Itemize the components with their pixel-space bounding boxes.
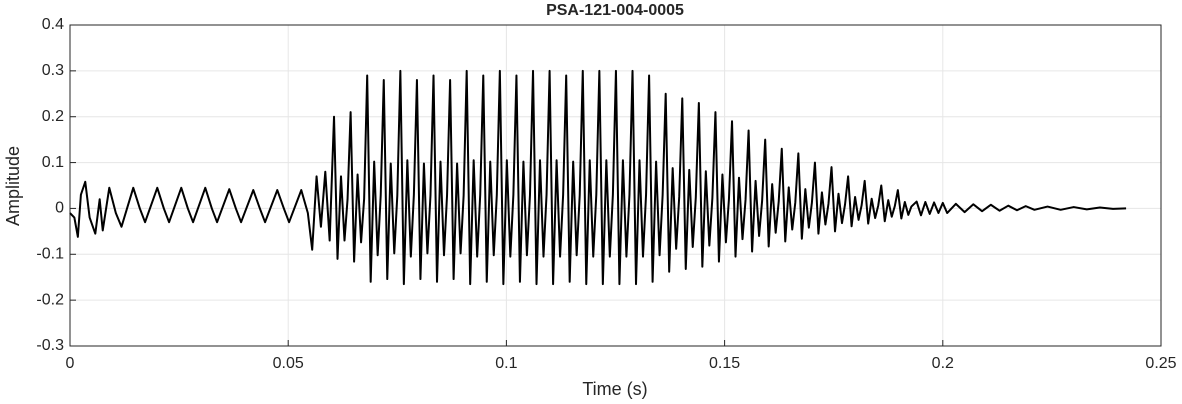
x-axis-label: Time (s) bbox=[582, 379, 647, 399]
y-tick-label: 0 bbox=[55, 200, 64, 217]
x-tick-label: 0.25 bbox=[1145, 355, 1176, 372]
y-tick-label: -0.3 bbox=[36, 337, 64, 354]
y-tick-label: 0.4 bbox=[42, 16, 64, 33]
y-axis-label: Amplitude bbox=[3, 146, 23, 226]
y-tick-label: 0.1 bbox=[42, 154, 64, 171]
y-tick-label: 0.2 bbox=[42, 108, 64, 125]
y-tick-label: -0.1 bbox=[36, 246, 64, 263]
plot-frame bbox=[69, 24, 1162, 347]
chart-title: PSA-121-004-0005 bbox=[546, 2, 684, 19]
y-tick-label: -0.2 bbox=[36, 291, 64, 308]
x-tick-label: 0.2 bbox=[932, 355, 954, 372]
x-tick-label: 0 bbox=[66, 355, 75, 372]
x-tick-label: 0.1 bbox=[495, 355, 517, 372]
x-tick-label: 0.05 bbox=[273, 355, 304, 372]
x-tick-label: 0.15 bbox=[709, 355, 740, 372]
y-tick-label: 0.3 bbox=[42, 62, 64, 79]
signal-line bbox=[69, 69, 1127, 286]
